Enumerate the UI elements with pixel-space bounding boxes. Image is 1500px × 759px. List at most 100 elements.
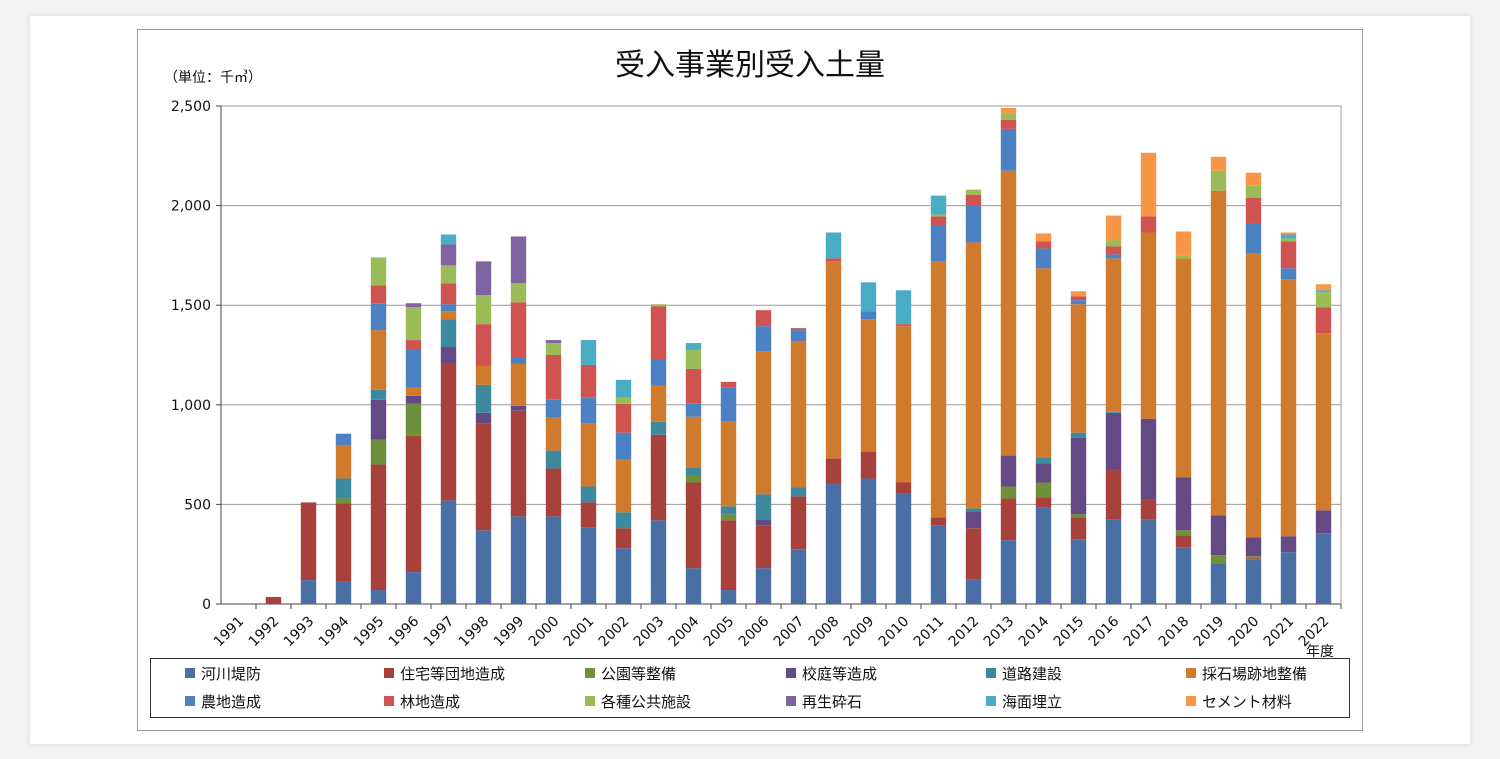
bar-segment <box>440 311 457 320</box>
bar-segment <box>580 397 597 424</box>
legend-label: 林地造成 <box>400 692 461 711</box>
bar-segment <box>1070 432 1087 438</box>
bar-segment <box>1280 268 1297 280</box>
bar-segment <box>1035 463 1052 483</box>
legend-swatch <box>1186 668 1196 678</box>
bar-segment <box>1070 514 1087 518</box>
bar-segment <box>580 364 597 398</box>
legend-label: 公園等整備 <box>601 664 677 683</box>
legend: 河川堤防 住宅等団地造成 公園等整備 校庭等造成 道路建設 採石場跡地整備 農地造成 林地造成… <box>150 658 1350 718</box>
x-tick-label: 2010 <box>876 614 913 651</box>
bar-segment <box>930 214 947 217</box>
bar-segment <box>1315 510 1332 534</box>
bar-segment <box>1035 268 1052 458</box>
bar-segment <box>930 225 947 262</box>
bar-segment <box>965 194 982 206</box>
bar-segment <box>1245 253 1262 538</box>
bar-segment <box>545 468 562 517</box>
bar-segment <box>895 290 912 325</box>
bar-segment <box>1000 540 1017 604</box>
bar-segment <box>440 319 457 348</box>
legend-swatch <box>185 668 195 678</box>
x-tick-label: 1999 <box>491 614 528 651</box>
bar-segment <box>615 379 632 398</box>
x-tick-label: 2021 <box>1261 614 1298 651</box>
legend-swatch <box>1186 696 1196 706</box>
bar-segment <box>370 439 387 465</box>
x-tick-label: 2001 <box>561 614 598 651</box>
bar-segment <box>580 340 597 365</box>
bar-segment <box>930 261 947 518</box>
bars <box>265 107 1332 604</box>
bar-segment <box>1315 284 1332 291</box>
bar-segment <box>1070 304 1087 433</box>
bar-segment <box>615 397 632 404</box>
bar-segment <box>790 487 807 497</box>
legend-item: 校庭等造成 <box>786 662 877 684</box>
bar-segment <box>335 445 352 479</box>
bar-segment <box>510 363 527 406</box>
legend-label: 河川堤防 <box>201 664 262 683</box>
bar-segment <box>1315 533 1332 604</box>
bar-segment <box>1175 530 1192 536</box>
bar-segment <box>615 548 632 604</box>
x-tick-label: 2014 <box>1016 613 1053 650</box>
bar-segment <box>790 549 807 604</box>
bar-segment <box>790 496 807 550</box>
legend-item: 住宅等団地造成 <box>384 662 505 684</box>
bar-segment <box>685 403 702 417</box>
bar-segment <box>1035 241 1052 249</box>
bar-segment <box>650 306 667 359</box>
x-tick-label: 2020 <box>1226 614 1263 651</box>
legend-swatch <box>585 668 595 678</box>
bar-segment <box>370 590 387 604</box>
bar-segment <box>405 340 422 350</box>
bar-segment <box>1070 437 1087 515</box>
y-tick-label: 500 <box>184 497 211 513</box>
bar-segment <box>965 189 982 195</box>
bar-segment <box>440 283 457 305</box>
x-tick-label: 2018 <box>1156 614 1193 651</box>
bar-segment <box>720 381 737 388</box>
bar-segment <box>930 525 947 604</box>
legend-label: 農地造成 <box>201 692 262 711</box>
bar-segment <box>405 435 422 573</box>
bar-segment <box>1035 497 1052 508</box>
bar-segment <box>930 216 947 226</box>
bar-segment <box>650 304 667 307</box>
bar-segment <box>720 387 737 422</box>
legend-label: 道路建設 <box>1002 664 1063 683</box>
bar-segment <box>1280 552 1297 604</box>
bar-segment <box>825 232 842 259</box>
bar-segment <box>685 475 702 483</box>
legend-label: 再生砕石 <box>802 692 863 711</box>
bar-segment <box>965 508 982 512</box>
x-tick-label: 1993 <box>281 614 318 651</box>
bar-segment <box>405 403 422 436</box>
bar-segment <box>1140 519 1157 604</box>
bar-segment <box>615 528 632 549</box>
unit-label: （単位：千㎥） <box>164 70 262 86</box>
bar-segment <box>650 385 667 422</box>
bar-segment <box>1070 539 1087 604</box>
bar-segment <box>440 362 457 501</box>
bar-segment <box>1315 333 1332 511</box>
legend-swatch <box>185 696 195 706</box>
bar-segment <box>1245 172 1262 186</box>
bar-segment <box>1000 128 1017 171</box>
bar-segment <box>755 326 772 352</box>
bar-segment <box>405 387 422 396</box>
bar-segment <box>1105 411 1122 413</box>
bar-segment <box>440 347 457 363</box>
bar-segment <box>440 304 457 312</box>
legend-item: 河川堤防 <box>185 662 261 684</box>
bar-segment <box>1280 279 1297 537</box>
legend-swatch <box>384 696 394 706</box>
x-tick-label: 2011 <box>911 614 948 651</box>
bar-segment <box>790 341 807 488</box>
bar-segment <box>1280 234 1297 239</box>
bar-segment <box>300 580 317 604</box>
bar-segment <box>1070 517 1087 540</box>
legend-item: 公園等整備 <box>585 662 676 684</box>
bar-segment <box>1000 107 1017 114</box>
